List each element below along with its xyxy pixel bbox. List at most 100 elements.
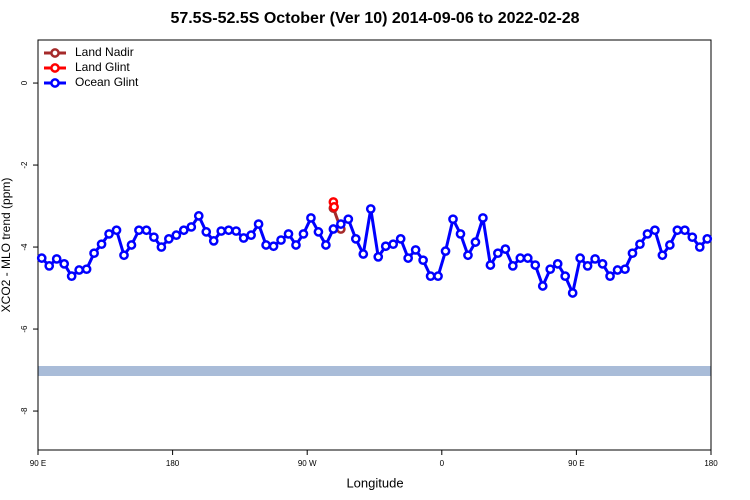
x-tick-label: 90 E <box>30 459 46 468</box>
y-tick-label: -6 <box>20 325 29 333</box>
data-point <box>522 253 533 263</box>
data-point <box>141 225 152 236</box>
data-point <box>51 254 62 264</box>
data-point <box>507 261 518 271</box>
legend-marker <box>50 78 60 88</box>
data-point <box>208 236 219 246</box>
data-point <box>470 237 481 247</box>
data-point <box>329 202 339 212</box>
data-point <box>597 259 608 269</box>
data-point <box>171 230 182 241</box>
data-point <box>231 226 242 236</box>
data-point <box>537 281 548 291</box>
data-point <box>500 244 511 254</box>
data-point <box>702 234 713 244</box>
data-point <box>687 232 698 243</box>
data-point <box>134 225 144 236</box>
data-point <box>582 261 593 271</box>
data-point <box>373 252 384 262</box>
data-point <box>463 250 473 261</box>
x-tick-label: 0 <box>440 459 445 468</box>
data-point <box>635 239 645 250</box>
data-point <box>567 288 578 298</box>
data-point <box>261 240 271 250</box>
data-point <box>268 241 279 252</box>
data-point <box>552 259 563 269</box>
data-point <box>306 213 316 223</box>
data-point <box>418 255 428 266</box>
data-point <box>74 265 84 275</box>
data-point <box>388 239 399 250</box>
data-point <box>694 242 705 252</box>
data-point <box>201 227 212 237</box>
x-axis-label: Longitude <box>346 475 403 490</box>
data-point <box>605 271 615 282</box>
data-point <box>493 248 503 259</box>
data-point <box>216 226 227 236</box>
data-point <box>291 240 301 250</box>
y-tick-label: -8 <box>20 407 29 415</box>
data-point <box>126 240 137 250</box>
data-point <box>89 248 99 259</box>
data-point <box>485 260 496 270</box>
data-point <box>186 222 197 232</box>
data-point <box>164 234 174 244</box>
data-point <box>111 225 122 236</box>
data-point <box>283 229 294 239</box>
data-point <box>44 261 55 271</box>
legend-marker <box>50 63 60 73</box>
data-point <box>515 253 526 263</box>
data-point <box>343 214 354 225</box>
data-point <box>478 213 488 223</box>
data-point <box>336 219 346 229</box>
data-point <box>156 242 167 252</box>
data-point <box>545 264 556 275</box>
legend-label: Land Glint <box>75 60 130 74</box>
data-point <box>193 211 204 221</box>
data-point <box>455 229 466 239</box>
y-axis-label: XCO2 - MLO trend (ppm) <box>0 178 13 313</box>
data-point <box>657 250 668 261</box>
data-point <box>410 245 421 255</box>
x-tick-label: 90 W <box>298 459 317 468</box>
plot-frame <box>37 39 712 451</box>
data-point <box>403 253 413 263</box>
legend-label: Land Nadir <box>75 45 134 59</box>
data-point <box>59 259 70 269</box>
data-point <box>96 239 107 250</box>
data-point <box>253 219 264 229</box>
data-point <box>365 204 376 214</box>
data-point <box>665 240 675 250</box>
data-point <box>395 234 406 244</box>
data-point <box>530 260 541 270</box>
data-point <box>313 227 324 237</box>
data-point <box>328 224 339 234</box>
data-point <box>627 248 638 259</box>
data-point <box>350 234 361 244</box>
legend-marker <box>50 48 60 58</box>
y-tick-label: 0 <box>20 80 29 85</box>
data-point <box>178 225 189 236</box>
data-point <box>238 233 249 243</box>
data-point <box>425 271 436 282</box>
data-point <box>672 225 683 236</box>
data-point <box>223 225 234 236</box>
data-point <box>104 229 114 239</box>
data-point <box>276 235 286 245</box>
data-point <box>380 241 391 252</box>
data-point <box>679 225 690 236</box>
data-point <box>560 271 571 282</box>
data-point <box>650 225 660 236</box>
data-point <box>298 229 309 239</box>
data-point <box>81 264 92 275</box>
data-point <box>575 253 585 263</box>
data-point <box>119 250 129 261</box>
land-band <box>38 366 711 376</box>
data-point <box>448 214 458 225</box>
chart-title: 57.5S-52.5S October (Ver 10) 2014-09-06 … <box>170 10 579 27</box>
data-point <box>590 254 600 264</box>
data-point <box>612 265 623 275</box>
data-point <box>36 253 47 263</box>
